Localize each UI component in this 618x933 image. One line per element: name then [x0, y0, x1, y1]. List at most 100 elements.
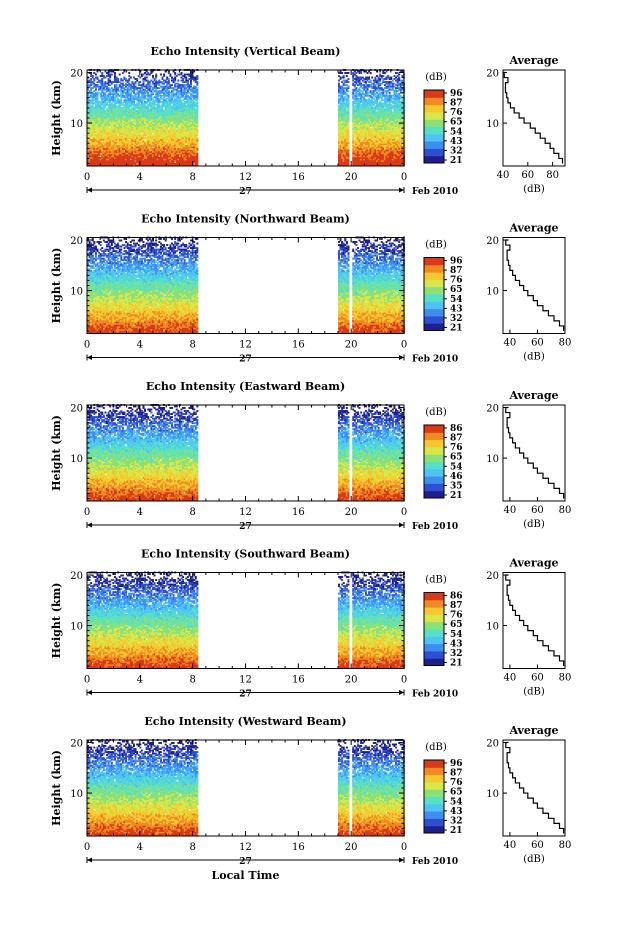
- heatmap-cell: [99, 158, 102, 161]
- heatmap-cell: [91, 162, 94, 165]
- heatmap-cell: [88, 99, 91, 102]
- heatmap-cell: [139, 132, 142, 135]
- heatmap-cell: [110, 156, 113, 159]
- heatmap-cell: [94, 156, 97, 159]
- heatmap-cell: [139, 90, 142, 93]
- heatmap-cell: [123, 144, 126, 147]
- heatmap-cell: [131, 85, 134, 88]
- heatmap-cell: [88, 119, 91, 121]
- heatmap-cell: [99, 140, 102, 143]
- heatmap-cell: [107, 149, 110, 152]
- heatmap-cell: [126, 94, 129, 97]
- heatmap-cell: [134, 125, 137, 127]
- heatmap-cell: [134, 153, 137, 156]
- heatmap-cell: [120, 140, 123, 143]
- heatmap-cell: [101, 85, 104, 88]
- heatmap-cell: [132, 126, 135, 129]
- heatmap-cell: [96, 102, 99, 105]
- heatmap-cell: [96, 120, 99, 123]
- heatmap-cell: [140, 100, 143, 103]
- heatmap-cell: [132, 117, 135, 120]
- heatmap-cell: [139, 119, 142, 121]
- heatmap-cell: [109, 108, 112, 111]
- heatmap-cell: [113, 119, 116, 121]
- heatmap-cell: [94, 108, 97, 111]
- heatmap-cell: [102, 111, 105, 114]
- heatmap-cell: [128, 94, 131, 97]
- heatmap-cell: [102, 87, 105, 90]
- heatmap-cell: [115, 93, 118, 96]
- heatmap-cell: [140, 137, 143, 140]
- heatmap-cell: [117, 146, 120, 149]
- heatmap-cell: [128, 85, 131, 88]
- heatmap-cell: [134, 111, 137, 114]
- heatmap-cell: [109, 159, 112, 162]
- heatmap-cell: [126, 81, 129, 84]
- heatmap-cell: [113, 146, 116, 149]
- heatmap-cell: [132, 120, 135, 123]
- heatmap-cell: [140, 143, 143, 146]
- heatmap-cell: [128, 93, 131, 96]
- panel-1: Echo Intensity (Vertical Beam)0 4 8 12 16 20 0…: [50, 45, 566, 197]
- heatmap-cell: [102, 97, 105, 100]
- heatmap-cell: [112, 155, 115, 158]
- heatmap-cell: [117, 153, 120, 156]
- heatmap-cell: [94, 140, 97, 143]
- heatmap-cell: [121, 79, 124, 82]
- heatmap-cell: [112, 120, 115, 123]
- heatmap-cell: [113, 128, 116, 131]
- heatmap-cell: [109, 155, 112, 158]
- heatmap-cell: [88, 132, 91, 135]
- heatmap-cell: [131, 99, 134, 102]
- heatmap-cell: [121, 117, 124, 120]
- heatmap-cell: [94, 109, 97, 112]
- heatmap-cell: [93, 150, 96, 153]
- heatmap-cell: [118, 144, 121, 147]
- heatmap-cell: [131, 112, 134, 115]
- heatmap-cell: [131, 102, 134, 105]
- heatmap-cell: [93, 149, 96, 152]
- heatmap-cell: [102, 119, 105, 121]
- heatmap-cell: [123, 76, 126, 79]
- heatmap-cell: [131, 155, 134, 158]
- heatmap-cell: [91, 126, 94, 129]
- heatmap-cell: [134, 87, 137, 90]
- heatmap-cell: [90, 109, 93, 112]
- heatmap-cell: [123, 120, 126, 123]
- heatmap-cell: [132, 134, 135, 137]
- heatmap-cell: [120, 120, 123, 123]
- heatmap-cell: [123, 90, 126, 93]
- heatmap-cell: [128, 105, 131, 108]
- heatmap-cell: [129, 76, 132, 79]
- heatmap-cell: [107, 84, 110, 87]
- heatmap-cell: [112, 103, 115, 106]
- heatmap-cell: [123, 105, 126, 108]
- heatmap-cell: [98, 114, 101, 117]
- heatmap-cell: [120, 85, 123, 88]
- heatmap-cell: [112, 150, 115, 153]
- heatmap-cell: [109, 84, 112, 87]
- heatmap-cell: [117, 150, 120, 153]
- heatmap-cell: [106, 109, 108, 112]
- heatmap-cell: [140, 108, 143, 111]
- heatmap-cell: [134, 81, 137, 84]
- heatmap-cell: [131, 128, 134, 131]
- heatmap-cell: [109, 109, 112, 112]
- heatmap-cell: [131, 111, 134, 114]
- heatmap-cell: [102, 131, 105, 134]
- heatmap-cell: [101, 73, 104, 76]
- heatmap-cell: [125, 152, 128, 155]
- heatmap-cell: [371, 76, 374, 79]
- heatmap-cell: [110, 129, 113, 132]
- heatmap-cell: [107, 141, 110, 144]
- heatmap-cell: [120, 162, 123, 165]
- heatmap-cell: [90, 134, 93, 137]
- heatmap-cell: [113, 102, 116, 105]
- heatmap-cell: [91, 117, 94, 120]
- heatmap-cell: [136, 156, 139, 159]
- heatmap-cell: [109, 100, 112, 103]
- heatmap-cell: [90, 159, 93, 162]
- heatmap-cell: [113, 76, 116, 79]
- heatmap-cell: [134, 114, 137, 117]
- heatmap-cell: [128, 108, 131, 111]
